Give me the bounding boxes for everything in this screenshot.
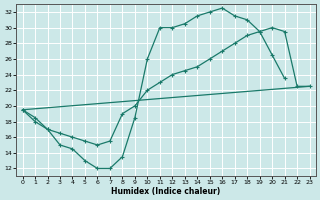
X-axis label: Humidex (Indice chaleur): Humidex (Indice chaleur) [111, 187, 221, 196]
